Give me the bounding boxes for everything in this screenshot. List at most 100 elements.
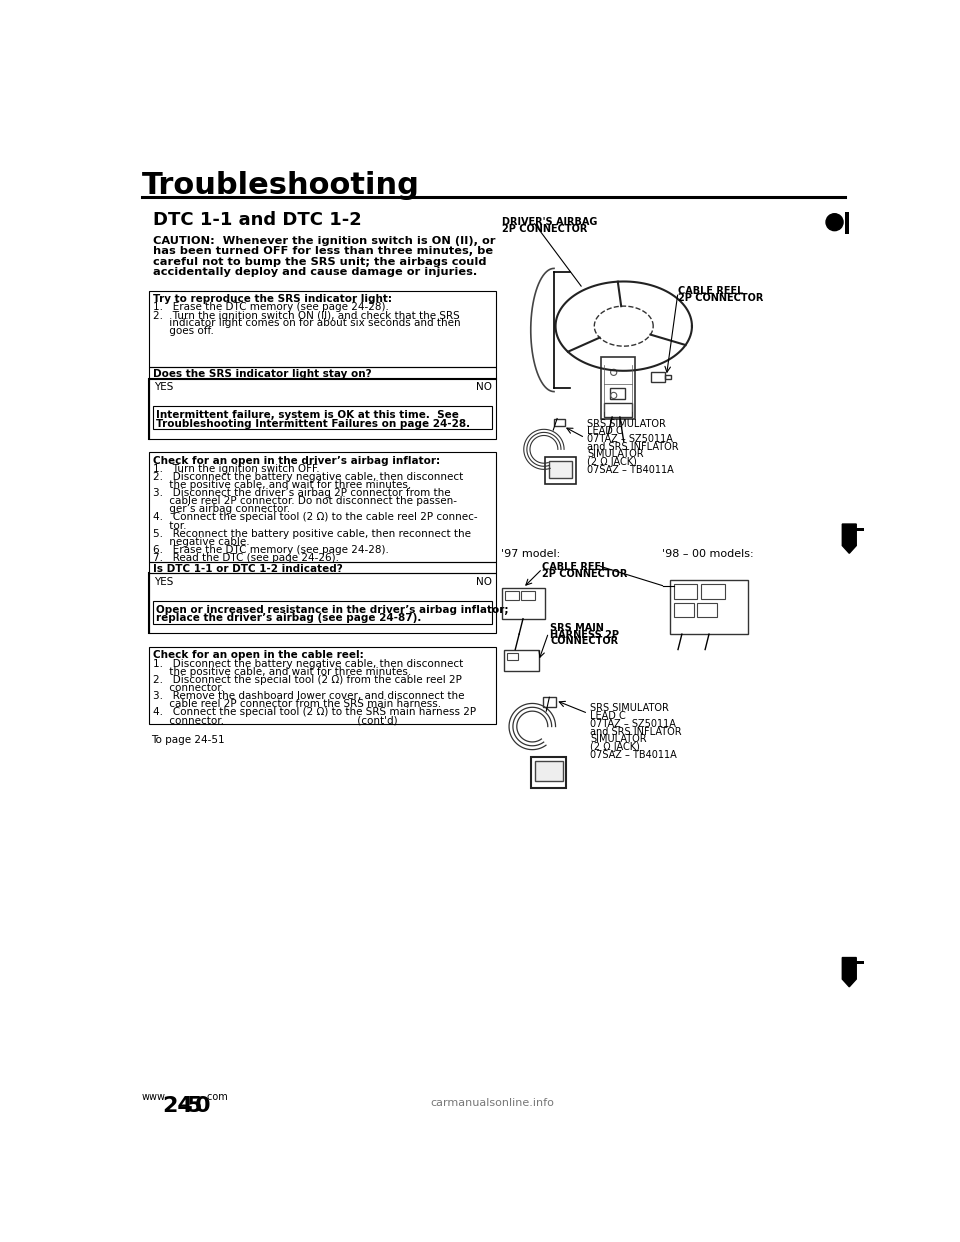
Text: SIMULATOR: SIMULATOR — [588, 450, 644, 460]
Bar — [150, 647, 496, 724]
Text: 0: 0 — [194, 1097, 210, 1117]
Text: 07TAZ – SZ5011A: 07TAZ – SZ5011A — [588, 433, 673, 443]
Text: and SRS INFLATOR: and SRS INFLATOR — [588, 442, 679, 452]
Text: Does the SRS indicator light stay on?: Does the SRS indicator light stay on? — [154, 369, 372, 379]
Bar — [548, 461, 572, 478]
Bar — [856, 528, 864, 532]
Text: Open or increased resistance in the driver’s airbag inflator;: Open or increased resistance in the driv… — [156, 605, 509, 615]
Text: -: - — [180, 1097, 187, 1115]
Bar — [154, 601, 492, 625]
Text: tor.: tor. — [154, 520, 187, 530]
Text: LEAD C: LEAD C — [588, 426, 623, 436]
Bar — [846, 212, 849, 233]
Text: YES: YES — [155, 383, 174, 392]
Text: 07TAZ – SZ5011A: 07TAZ – SZ5011A — [590, 719, 676, 729]
Text: CABLE REEL: CABLE REEL — [678, 286, 743, 296]
Text: 3.   Remove the dashboard lower cover, and disconnect the: 3. Remove the dashboard lower cover, and… — [154, 691, 465, 702]
Text: 3.   Disconnect the driver’s airbag 2P connector from the: 3. Disconnect the driver’s airbag 2P con… — [154, 488, 451, 498]
Bar — [154, 406, 492, 430]
Text: 7.   Read the DTC (see page 24-26).: 7. Read the DTC (see page 24-26). — [154, 553, 339, 563]
Text: DTC 1-1 and DTC 1-2: DTC 1-1 and DTC 1-2 — [153, 211, 361, 229]
Bar — [665, 375, 671, 379]
Text: Intermittent failure, system is OK at this time.  See: Intermittent failure, system is OK at th… — [156, 410, 459, 420]
Bar — [504, 650, 539, 671]
Text: (2 Ω JACK): (2 Ω JACK) — [588, 457, 637, 467]
Text: 07SAZ – TB4011A: 07SAZ – TB4011A — [588, 465, 674, 474]
Bar — [701, 584, 725, 600]
Text: Check for an open in the driver’s airbag inflator:: Check for an open in the driver’s airbag… — [154, 456, 441, 466]
Text: YES: YES — [155, 578, 174, 587]
Bar — [150, 561, 496, 574]
Polygon shape — [842, 524, 856, 553]
Text: 07SAZ – TB4011A: 07SAZ – TB4011A — [590, 750, 677, 760]
Text: SRS MAIN: SRS MAIN — [550, 622, 604, 632]
Bar — [856, 961, 864, 965]
Text: To page 24-51: To page 24-51 — [151, 735, 225, 745]
Text: 1.   Erase the DTC memory (see page 24-28).: 1. Erase the DTC memory (see page 24-28)… — [154, 302, 389, 312]
Bar — [150, 291, 496, 366]
Text: negative cable.: negative cable. — [154, 537, 250, 546]
Text: 2P CONNECTOR: 2P CONNECTOR — [502, 224, 588, 233]
Bar — [531, 758, 566, 789]
Text: NO: NO — [476, 578, 492, 587]
Text: has been turned OFF for less than three minutes, be: has been turned OFF for less than three … — [153, 246, 492, 256]
Text: Troubleshooting: Troubleshooting — [142, 170, 420, 200]
Text: the positive cable, and wait for three minutes.: the positive cable, and wait for three m… — [154, 667, 412, 677]
Bar — [150, 379, 496, 438]
Text: 5.   Reconnect the battery positive cable, then reconnect the: 5. Reconnect the battery positive cable,… — [154, 529, 471, 539]
Text: Troubleshooting Intermittent Failures on page 24-28.: Troubleshooting Intermittent Failures on… — [156, 419, 470, 428]
Bar — [697, 604, 717, 617]
Text: connector.: connector. — [154, 683, 225, 693]
Text: 6.   Erase the DTC memory (see page 24-28).: 6. Erase the DTC memory (see page 24-28)… — [154, 545, 389, 555]
Text: careful not to bump the SRS unit; the airbags could: careful not to bump the SRS unit; the ai… — [153, 257, 486, 267]
Text: accidentally deploy and cause damage or injuries.: accidentally deploy and cause damage or … — [153, 267, 477, 277]
Text: HARNESS 2P: HARNESS 2P — [550, 630, 619, 640]
Text: 4.   Connect the special tool (2 Ω) to the cable reel 2P connec-: 4. Connect the special tool (2 Ω) to the… — [154, 513, 478, 523]
Text: CAUTION:  Whenever the ignition switch is ON (II), or: CAUTION: Whenever the ignition switch is… — [153, 236, 495, 246]
Text: SRS SIMULATOR: SRS SIMULATOR — [590, 703, 669, 713]
Bar — [543, 697, 556, 707]
Text: LEAD C: LEAD C — [590, 712, 626, 722]
Text: www.: www. — [142, 1092, 168, 1103]
Text: connector.                                         (cont'd): connector. (cont'd) — [154, 715, 398, 725]
Text: SRS SIMULATOR: SRS SIMULATOR — [588, 419, 666, 428]
Text: replace the driver’s airbag (see page 24-87).: replace the driver’s airbag (see page 24… — [156, 614, 421, 623]
Text: CABLE REEL: CABLE REEL — [542, 561, 608, 571]
Bar — [544, 457, 576, 484]
Text: 2P CONNECTOR: 2P CONNECTOR — [678, 293, 763, 303]
Text: '97 model:: '97 model: — [501, 549, 561, 559]
Polygon shape — [842, 958, 856, 987]
Bar — [521, 591, 536, 600]
Text: 1.   Disconnect the battery negative cable, then disconnect: 1. Disconnect the battery negative cable… — [154, 658, 464, 668]
Bar — [674, 604, 693, 617]
Text: (2 Ω JACK): (2 Ω JACK) — [590, 741, 640, 751]
Text: cable reel 2P connector. Do not disconnect the passen-: cable reel 2P connector. Do not disconne… — [154, 497, 457, 507]
Text: 2.   Turn the ignition switch ON (II), and check that the SRS: 2. Turn the ignition switch ON (II), and… — [154, 310, 460, 320]
Text: 24: 24 — [162, 1097, 193, 1117]
Bar — [502, 587, 544, 619]
Text: 2.   Disconnect the battery negative cable, then disconnect: 2. Disconnect the battery negative cable… — [154, 472, 464, 482]
Text: goes off.: goes off. — [154, 327, 214, 337]
Text: the positive cable, and wait for three minutes.: the positive cable, and wait for three m… — [154, 481, 412, 491]
Text: .com: .com — [204, 1092, 228, 1103]
Text: carmanualsonline.info: carmanualsonline.info — [430, 1098, 554, 1108]
Text: SIMULATOR: SIMULATOR — [590, 734, 647, 744]
Circle shape — [826, 214, 843, 231]
Text: NO: NO — [476, 383, 492, 392]
Text: 4.   Connect the special tool (2 Ω) to the SRS main harness 2P: 4. Connect the special tool (2 Ω) to the… — [154, 707, 476, 718]
Text: DRIVER'S AIRBAG: DRIVER'S AIRBAG — [502, 217, 597, 227]
Bar — [507, 652, 518, 661]
Text: Is DTC 1-1 or DTC 1-2 indicated?: Is DTC 1-1 or DTC 1-2 indicated? — [154, 564, 343, 574]
Bar — [535, 761, 563, 781]
Text: Check for an open in the cable reel:: Check for an open in the cable reel: — [154, 651, 364, 661]
Text: 2P CONNECTOR: 2P CONNECTOR — [542, 569, 628, 579]
Bar — [610, 388, 625, 399]
Bar — [651, 373, 665, 381]
Text: 1.   Turn the ignition switch OFF.: 1. Turn the ignition switch OFF. — [154, 465, 320, 474]
Bar — [605, 404, 632, 417]
Text: cable reel 2P connector from the SRS main harness.: cable reel 2P connector from the SRS mai… — [154, 699, 442, 709]
Bar — [674, 584, 697, 600]
Text: CONNECTOR: CONNECTOR — [550, 636, 618, 646]
Bar — [601, 356, 636, 419]
Bar — [150, 574, 496, 633]
